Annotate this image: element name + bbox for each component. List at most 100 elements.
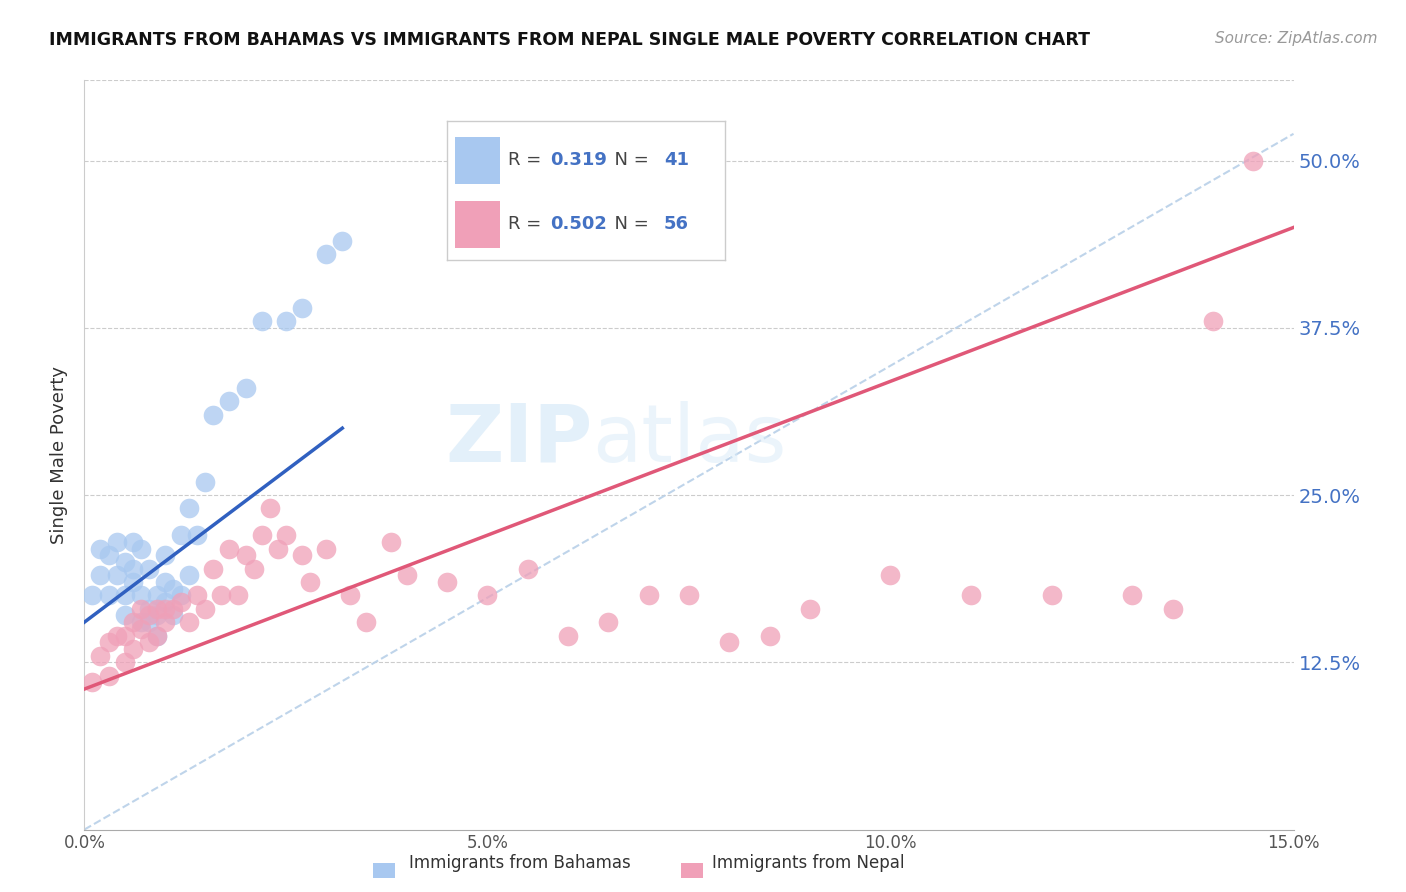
Point [1241,153,1264,168]
Point [179,501,201,516]
Point [153,602,176,616]
Point [153,595,176,609]
Point [170,595,193,609]
Point [315,247,337,261]
Point [436,575,458,590]
Point [121,642,143,657]
Point [114,555,136,569]
Point [477,589,499,603]
Point [186,589,208,603]
Point [114,655,136,669]
Point [89,568,111,582]
Point [395,568,418,582]
Point [114,589,136,603]
Point [209,589,232,603]
Point [250,528,273,542]
Point [330,234,353,248]
Point [129,615,152,630]
Text: atlas: atlas [592,401,786,479]
Point [194,475,217,489]
Point [799,602,821,616]
Point [339,589,361,603]
Point [267,541,290,556]
Point [138,635,160,649]
Point [146,589,169,603]
Point [186,528,208,542]
Point [89,541,111,556]
Point [218,541,240,556]
Point [129,602,152,616]
Point [170,589,193,603]
Point [146,629,169,643]
Point [226,589,249,603]
Point [516,562,538,576]
Point [129,541,152,556]
Point [138,562,160,576]
Point [250,314,273,328]
Point [274,314,297,328]
Point [105,568,128,582]
Point [162,602,184,616]
Point [162,608,184,623]
Point [242,562,264,576]
Point [146,608,169,623]
Point [235,548,257,563]
Point [114,608,136,623]
Point [138,615,160,630]
Point [153,548,176,563]
Point [758,629,780,643]
Point [97,635,120,649]
Point [291,301,314,315]
Point [146,602,169,616]
Point [82,675,104,690]
Point [202,408,225,422]
Point [299,575,322,590]
Text: ZIP: ZIP [444,401,592,479]
Point [129,622,152,636]
Point [718,635,741,649]
Point [153,615,176,630]
Point [89,648,111,663]
Text: Immigrants from Nepal: Immigrants from Nepal [713,855,904,872]
Point [153,575,176,590]
Point [218,394,240,409]
Point [315,541,337,556]
Point [678,589,700,603]
Point [259,501,281,516]
Point [97,589,120,603]
Point [121,575,143,590]
Point [274,528,297,542]
Point [380,535,402,549]
Point [179,568,201,582]
Y-axis label: Single Male Poverty: Single Male Poverty [51,366,69,544]
Point [121,535,143,549]
Text: IMMIGRANTS FROM BAHAMAS VS IMMIGRANTS FROM NEPAL SINGLE MALE POVERTY CORRELATION: IMMIGRANTS FROM BAHAMAS VS IMMIGRANTS FR… [49,31,1090,49]
Point [138,608,160,623]
Point [557,629,579,643]
Point [598,615,620,630]
Point [146,629,169,643]
Point [162,582,184,596]
Point [97,548,120,563]
Point [235,381,257,395]
Point [879,568,901,582]
Point [291,548,314,563]
Point [1040,589,1063,603]
Point [105,629,128,643]
Point [114,629,136,643]
Point [121,615,143,630]
Point [97,669,120,683]
Point [960,589,983,603]
Point [356,615,378,630]
Point [1202,314,1225,328]
Point [202,562,225,576]
Point [129,589,152,603]
Point [121,562,143,576]
Point [82,589,104,603]
Text: Immigrants from Bahamas: Immigrants from Bahamas [409,855,631,872]
Point [170,528,193,542]
Point [105,535,128,549]
Point [1121,589,1143,603]
Point [194,602,217,616]
Point [138,602,160,616]
